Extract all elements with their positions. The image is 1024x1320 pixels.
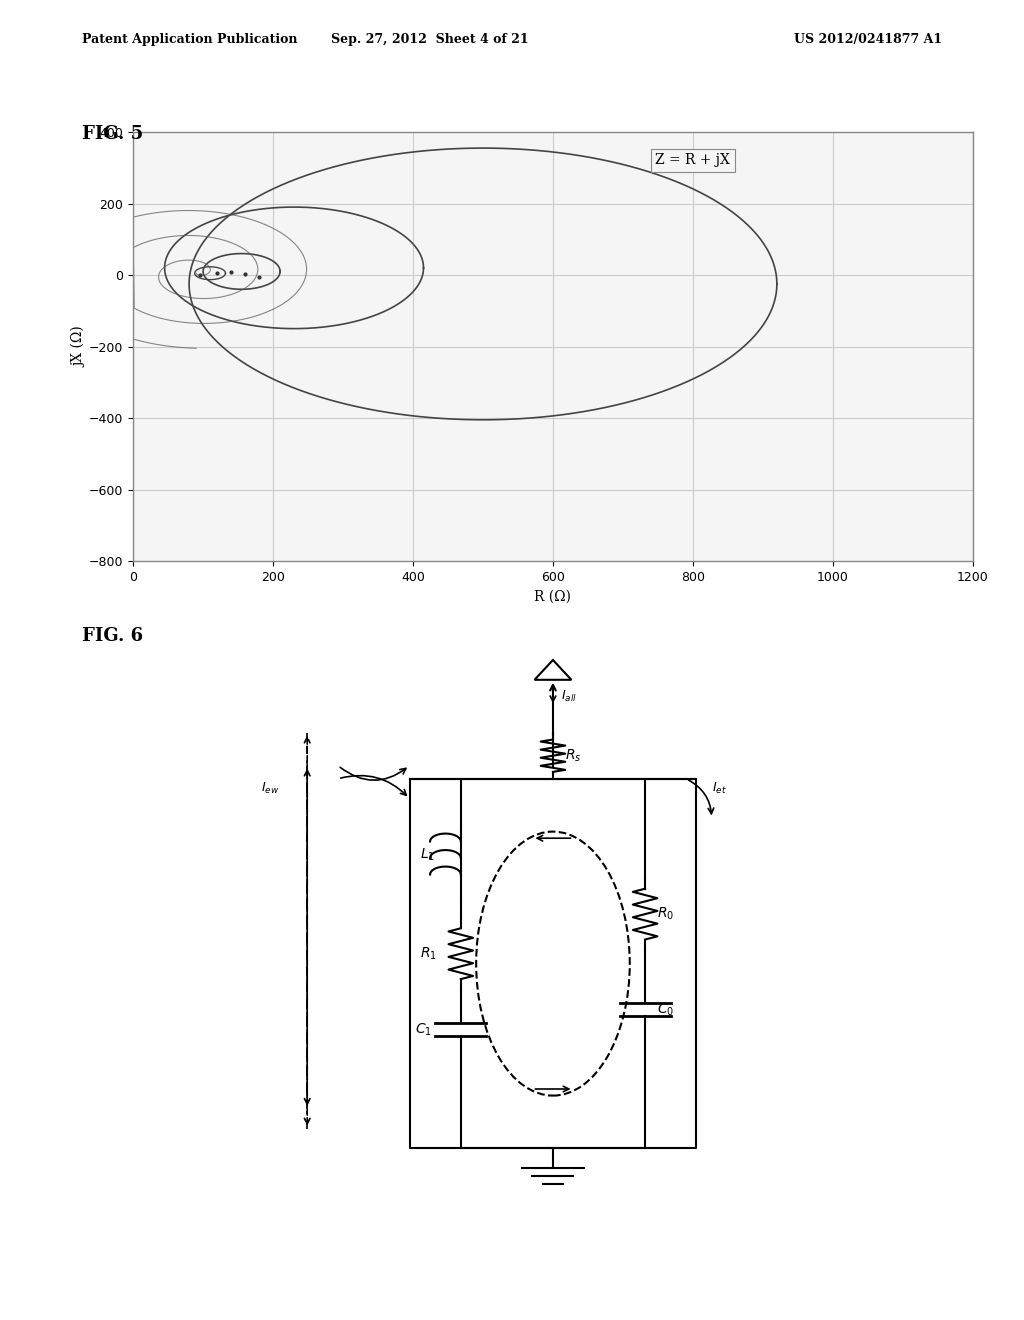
- Text: FIG. 5: FIG. 5: [82, 125, 143, 144]
- Text: $I_{ew}$: $I_{ew}$: [261, 781, 280, 796]
- Text: $R_s$: $R_s$: [565, 747, 582, 764]
- Text: US 2012/0241877 A1: US 2012/0241877 A1: [794, 33, 942, 46]
- Text: $I_{et}$: $I_{et}$: [712, 781, 726, 796]
- Text: $I_{all}$: $I_{all}$: [561, 689, 577, 704]
- Text: $R_0$: $R_0$: [657, 906, 675, 923]
- X-axis label: R (Ω): R (Ω): [535, 589, 571, 603]
- Text: FIG. 6: FIG. 6: [82, 627, 143, 645]
- Y-axis label: jX (Ω): jX (Ω): [72, 326, 86, 367]
- Text: $R_1$: $R_1$: [420, 945, 436, 962]
- Text: $L_1$: $L_1$: [420, 846, 435, 863]
- Text: Z = R + jX: Z = R + jX: [655, 153, 730, 168]
- Text: $C_1$: $C_1$: [415, 1022, 432, 1038]
- Text: $C_0$: $C_0$: [657, 1002, 675, 1018]
- Text: Patent Application Publication: Patent Application Publication: [82, 33, 297, 46]
- Text: Sep. 27, 2012  Sheet 4 of 21: Sep. 27, 2012 Sheet 4 of 21: [332, 33, 528, 46]
